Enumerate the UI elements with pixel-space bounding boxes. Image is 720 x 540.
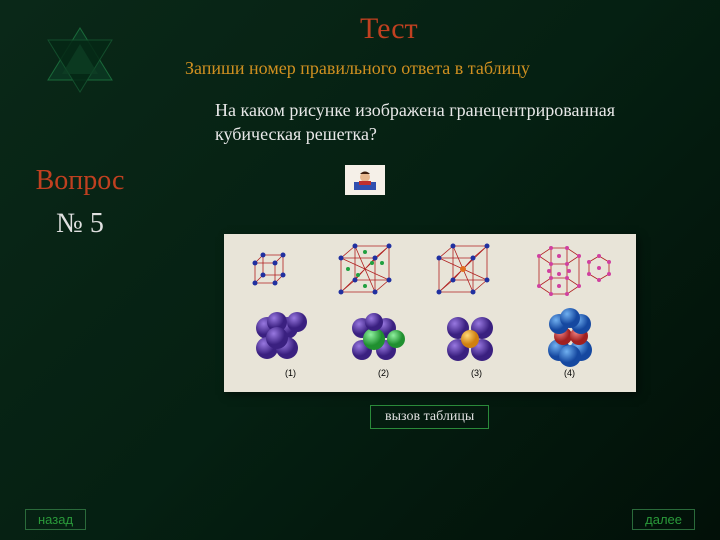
lattice-2-wire [331, 238, 403, 304]
lattice-4-spheres [535, 308, 615, 368]
next-button[interactable]: далее [632, 509, 695, 530]
wireframe-row [224, 234, 636, 304]
question-number: № 5 [20, 208, 140, 240]
lattice-4-wire [527, 238, 615, 304]
lattice-1-spheres [245, 308, 315, 368]
lattice-3-spheres [438, 308, 508, 368]
sphere-row [224, 304, 636, 368]
page-title: Тест [360, 12, 418, 46]
lattice-3-wire [429, 238, 501, 304]
diagram-label-row: (1) (2) (3) (4) [224, 368, 636, 378]
lattice-diagram-panel: (1) (2) (3) (4) [224, 234, 636, 392]
question-text: На каком рисунке изображена гранецентрир… [215, 98, 685, 147]
instruction-text: Запиши номер правильного ответа в таблиц… [185, 58, 530, 79]
lattice-2-spheres [342, 308, 412, 368]
diagram-label-4: (4) [530, 368, 610, 378]
lattice-1-wire [245, 238, 305, 304]
triangle-logo [40, 20, 120, 100]
diagram-label-3: (3) [437, 368, 517, 378]
person-icon[interactable] [345, 165, 385, 195]
open-table-button[interactable]: вызов таблицы [370, 405, 489, 429]
diagram-label-2: (2) [344, 368, 424, 378]
diagram-label-1: (1) [251, 368, 331, 378]
question-label: Вопрос [20, 165, 140, 197]
back-button[interactable]: назад [25, 509, 86, 530]
